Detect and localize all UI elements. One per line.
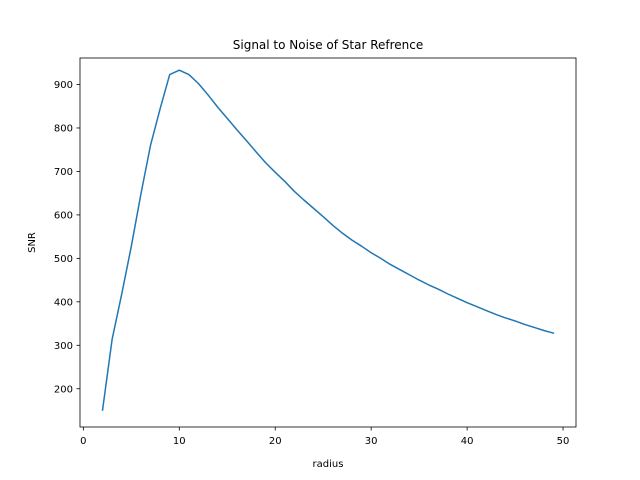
y-tick-label: 400 xyxy=(54,297,73,308)
x-axis: 0 10 20 30 40 50 xyxy=(80,427,569,447)
x-tick-label: 40 xyxy=(461,436,474,447)
y-tick-label: 600 xyxy=(54,211,73,222)
series-line xyxy=(101,69,555,411)
x-tick-label: 50 xyxy=(557,436,570,447)
y-tick-label: 300 xyxy=(54,341,73,352)
x-tick-label: 30 xyxy=(365,436,378,447)
y-tick-label: 800 xyxy=(54,124,73,135)
x-tick-label: 10 xyxy=(173,436,186,447)
y-tick-label: 700 xyxy=(54,167,73,178)
y-tick-label: 500 xyxy=(54,254,73,265)
x-tick-label: 20 xyxy=(269,436,282,447)
y-axis-label: SNR xyxy=(27,232,38,253)
chart-title: Signal to Noise of Star Refrence xyxy=(233,38,424,52)
x-axis-label: radius xyxy=(313,459,344,470)
plot-area: 0 10 20 30 40 50 200 300 400 500 600 700 800 900 xyxy=(54,57,577,447)
y-tick-label: 900 xyxy=(54,80,73,91)
x-tick-label: 0 xyxy=(80,436,86,447)
plot-frame xyxy=(79,57,577,428)
y-tick-label: 200 xyxy=(54,384,73,395)
series-layer xyxy=(101,69,555,411)
y-axis: 200 300 400 500 600 700 800 900 xyxy=(54,80,80,395)
